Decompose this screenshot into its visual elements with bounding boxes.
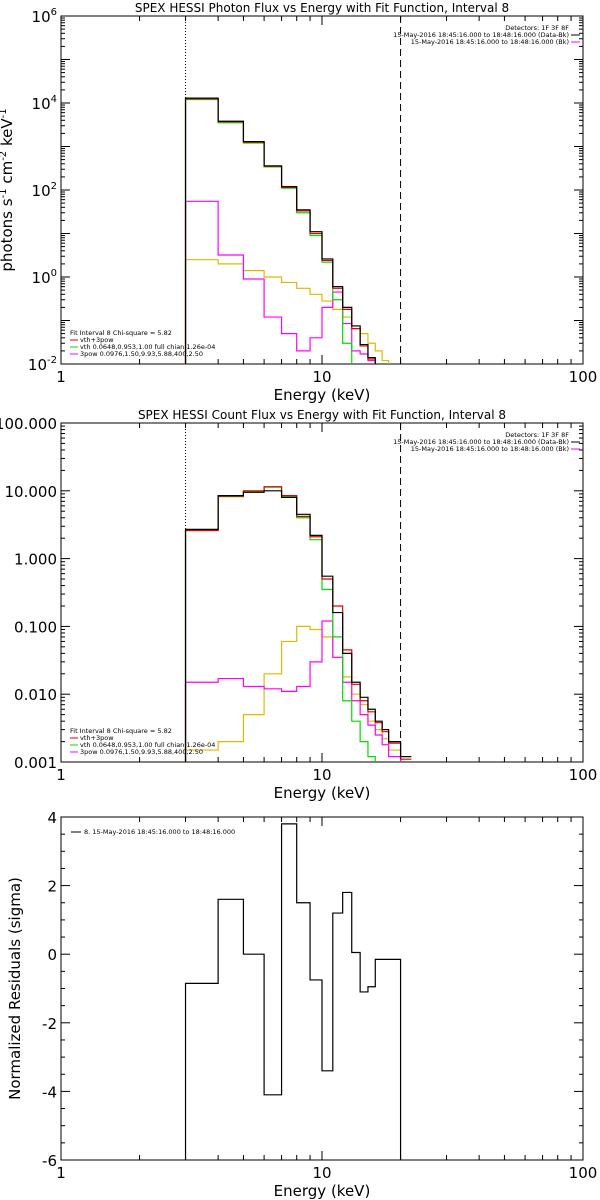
x-tick-label: 100 bbox=[569, 368, 598, 386]
y-tick-label: 100.000 bbox=[0, 415, 57, 433]
y-tick-label: -4 bbox=[42, 1083, 57, 1101]
legend-entry: 3pow 0.0976,1.50,9.93,5.88,400,2.50 bbox=[80, 350, 203, 358]
y-tick-label: 106 bbox=[32, 7, 57, 26]
legend-data-interval: 15-May-2016 18:45:16.000 to 18:48:16.000… bbox=[393, 438, 569, 446]
x-tick-label: 1 bbox=[56, 368, 66, 386]
y-tick-label: -2 bbox=[42, 1015, 57, 1033]
chart-panel-1: 1 10 100 Energy (keV) 10-2 100 102 104 106 photon… bbox=[0, 1, 597, 404]
series-line-3 bbox=[184, 200, 376, 364]
legend-residuals: 8. 15-May-2016 18:45:16.000 to 18:48:16.… bbox=[71, 828, 235, 836]
series-group bbox=[184, 486, 412, 762]
x-axis-label: Energy (keV) bbox=[274, 1182, 371, 1200]
series-line-0 bbox=[184, 490, 412, 762]
y-tick-label: 1.000 bbox=[14, 551, 57, 569]
y-axis: -6 -4 -2 0 2 4 bbox=[42, 809, 583, 1170]
y-tick-label: 10.000 bbox=[5, 483, 58, 501]
legend-entry: vth 0.0648,0.953,1.00 full chian 1.26e-0… bbox=[80, 741, 215, 749]
chart-title: SPEX HESSI Photon Flux vs Energy with Fi… bbox=[135, 1, 509, 15]
series-line-0 bbox=[184, 823, 402, 1160]
y-axis-label: photons s-1 cm-2 keV-1 bbox=[0, 108, 16, 271]
y-tick-label: 100 bbox=[32, 268, 57, 287]
chart-panel-2: 1 10 100 Energy (keV) 0.001 0.010 0.100 1.000 10… bbox=[0, 408, 598, 802]
y-tick-label: 4 bbox=[47, 809, 57, 827]
legend-bottom-left: Fit Interval 8 Chi-square = 5.82vth+3pow… bbox=[70, 727, 215, 756]
legend-detectors: Detectors: 1F 3F 8F bbox=[505, 431, 569, 439]
legend-data-interval: 15-May-2016 18:45:16.000 to 18:48:16.000… bbox=[393, 31, 569, 39]
y-tick-label: -6 bbox=[42, 1152, 57, 1170]
legend-entry: vth 0.0648,0.953,1.00 full chian 1.26e-0… bbox=[80, 343, 215, 351]
x-tick-label: 100 bbox=[569, 1164, 598, 1182]
x-tick-label: 1 bbox=[56, 766, 66, 784]
y-tick-label: 104 bbox=[32, 94, 57, 113]
y-tick-label: 102 bbox=[32, 181, 57, 200]
series-group bbox=[184, 823, 402, 1160]
x-axis-label: Energy (keV) bbox=[274, 784, 371, 802]
y-axis: 10-2 100 102 104 106 bbox=[28, 7, 583, 374]
series-line-1 bbox=[184, 486, 412, 762]
y-tick-label: 0.010 bbox=[14, 686, 57, 704]
legend-bk-interval: 15-May-2016 18:45:16.000 to 18:48:16.000… bbox=[411, 445, 569, 453]
legend-bk-interval: 15-May-2016 18:45:16.000 to 18:48:16.000… bbox=[411, 38, 569, 46]
y-tick-label: 0 bbox=[47, 946, 57, 964]
series-line-3 bbox=[184, 620, 402, 762]
y-tick-label: 10-2 bbox=[28, 355, 57, 374]
legend-fit-header: Fit Interval 8 Chi-square = 5.82 bbox=[70, 727, 172, 735]
x-tick-label: 100 bbox=[569, 766, 598, 784]
y-tick-label: 2 bbox=[47, 878, 57, 896]
legend-entry: vth+3pow bbox=[80, 734, 114, 742]
chart-title: SPEX HESSI Count Flux vs Energy with Fit… bbox=[138, 408, 506, 422]
legend-entry: 3pow 0.0976,1.50,9.93,5.88,400,2.50 bbox=[80, 748, 203, 756]
legend-fit-header: Fit Interval 8 Chi-square = 5.82 bbox=[70, 329, 172, 337]
plot-frame bbox=[60, 422, 584, 763]
legend-detectors: Detectors: 1F 3F 8F bbox=[505, 24, 569, 32]
series-group bbox=[184, 97, 390, 364]
x-tick-label: 10 bbox=[312, 368, 331, 386]
y-axis: 0.001 0.010 0.100 1.000 10.000 100.000 bbox=[0, 415, 583, 772]
x-tick-label: 1 bbox=[56, 1164, 66, 1182]
x-tick-label: 10 bbox=[312, 1164, 331, 1182]
legend-bottom-left: Fit Interval 8 Chi-square = 5.82vth+3pow… bbox=[70, 329, 215, 358]
chart-panel-3: 1 10 100 Energy (keV) -6 -4 -2 0 2 4 Normalized Re… bbox=[6, 809, 597, 1200]
y-tick-label: 0.100 bbox=[14, 618, 57, 636]
x-axis-label: Energy (keV) bbox=[274, 386, 371, 404]
series-line-2 bbox=[184, 486, 376, 762]
legend-entry: vth+3pow bbox=[80, 336, 114, 344]
y-axis-label: Normalized Residuals (sigma) bbox=[6, 877, 24, 1100]
x-tick-label: 10 bbox=[312, 766, 331, 784]
legend-entry: 8. 15-May-2016 18:45:16.000 to 18:48:16.… bbox=[84, 828, 235, 836]
series-line-0 bbox=[184, 97, 376, 364]
y-tick-label: 0.001 bbox=[14, 754, 57, 772]
x-axis: 1 10 100 bbox=[56, 16, 597, 386]
x-axis: 1 10 100 bbox=[56, 817, 597, 1182]
